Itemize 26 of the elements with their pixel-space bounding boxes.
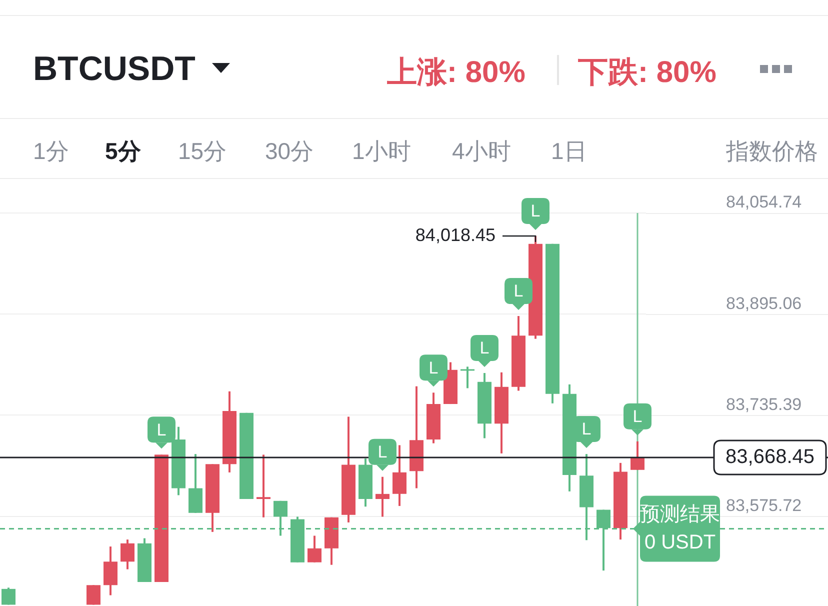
ref-line-label: 预测结果 0 USDT	[640, 503, 720, 554]
text: L	[378, 442, 388, 462]
text: 15分	[178, 137, 227, 166]
text: 1日	[551, 137, 587, 166]
ref-line-label: 83,668.45	[726, 446, 814, 468]
text: 5分	[105, 137, 141, 166]
text: L	[480, 338, 490, 358]
text: L	[156, 420, 166, 440]
text: 1分	[33, 137, 69, 166]
text: 指数价格	[726, 137, 818, 166]
y-tick-label: 84,054.74	[726, 192, 802, 212]
text: 下跌: 80%	[578, 55, 716, 91]
annotation: 84,018.45	[415, 224, 496, 245]
y-tick-label: 83,575.72	[726, 496, 802, 515]
text: L	[632, 407, 642, 426]
text: 4小时	[452, 137, 511, 166]
y-tick-label: 83,895.06	[726, 294, 802, 313]
chart-title: BTCUSDT	[33, 50, 196, 89]
text: 30分	[265, 137, 314, 166]
text: L	[428, 358, 438, 378]
text: L	[514, 282, 524, 301]
text: 上涨: 80%	[387, 55, 526, 91]
y-tick-label: 83,735.39	[726, 394, 802, 414]
text: 1小时	[352, 137, 411, 166]
text: L	[530, 202, 540, 221]
text: L	[582, 420, 592, 439]
